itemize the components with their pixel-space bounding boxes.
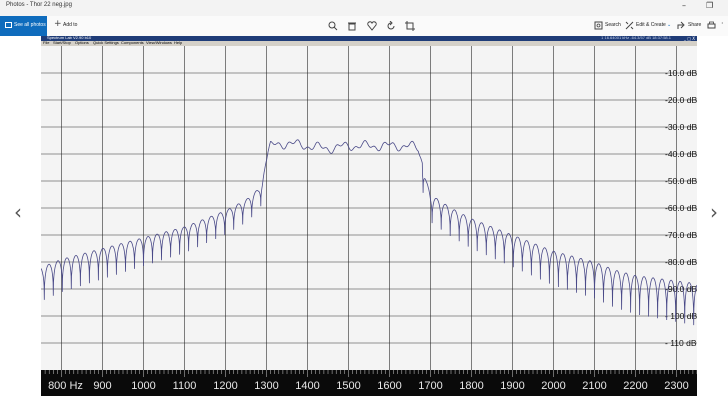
x-tick-label: 2300 (664, 380, 688, 392)
window-title: Photos - Thor 22 neg.jpg (6, 2, 72, 8)
menu-item-file: File (43, 40, 50, 45)
menu-item-view-windows: View/Windows (146, 40, 172, 45)
x-tick-label: 1100 (173, 380, 197, 392)
menu-item-quick-settings: Quick Settings (93, 40, 119, 45)
chevron-down-icon[interactable]: ⌄ (667, 22, 672, 28)
x-tick-label: 1200 (213, 380, 237, 392)
y-tick-label: -50.0 dB (665, 176, 697, 186)
x-tick-label: 1900 (500, 380, 524, 392)
x-tick-label: 1500 (336, 380, 360, 392)
x-tick-label: 1000 (131, 380, 155, 392)
spectrum-lab-title-bar: Spectrum Lab V2.90 b10 1 16.64001 kHz -6… (41, 35, 697, 41)
more-icon[interactable]: · (721, 19, 724, 28)
x-tick-label: 1400 (295, 380, 319, 392)
x-tick-label: 2100 (582, 380, 606, 392)
y-tick-label: - 100 dB (665, 311, 697, 321)
share-icon (677, 21, 685, 29)
x-tick-label: 2200 (623, 380, 647, 392)
y-tick-label: -10.0 dB (665, 68, 697, 78)
search-icon[interactable] (594, 21, 603, 30)
spectrum-chart: -10.0 dB -20.0 dB -30.0 dB -40.0 dB -50.0 dB… (41, 46, 697, 396)
add-to-button[interactable]: Add to (63, 22, 78, 28)
spectrum-trace (41, 139, 697, 326)
x-tick-label: 800 Hz (48, 380, 83, 392)
share-button[interactable]: Share (688, 22, 702, 28)
next-photo-button[interactable]: › (710, 200, 718, 224)
edit-create-icon (625, 21, 634, 30)
y-tick-label: -80.0 dB (665, 257, 697, 267)
x-tick-label: 1300 (254, 380, 278, 392)
photos-icon (5, 22, 12, 28)
y-tick-label: - 110 dB (665, 338, 697, 348)
spectrum-lab-window-buttons: _ □ X (683, 36, 695, 41)
menu-item-options: Options (75, 40, 89, 45)
y-tick-label: -40.0 dB (665, 149, 697, 159)
menu-item-start-stop: Start/Stop (53, 40, 71, 45)
spectrum-plot: -10.0 dB -20.0 dB -30.0 dB -40.0 dB -50.0 dB… (41, 46, 697, 396)
x-tick-label: 1800 (459, 380, 483, 392)
see-all-photos-label: See all photos (14, 22, 46, 28)
menu-item-help: Help (174, 40, 183, 45)
minimize-button[interactable]: – (682, 1, 686, 10)
y-tick-label: -20.0 dB (665, 95, 697, 105)
rotate-icon[interactable] (386, 21, 396, 31)
spectrum-lab-status: 1 16.64001 kHz -64.3/57 dB 18:37:58.1 (601, 35, 671, 40)
maximize-button[interactable]: ❐ (706, 1, 714, 10)
plus-icon[interactable]: + (54, 19, 62, 29)
y-tick-label: -30.0 dB (665, 122, 697, 132)
x-tick-label: 1600 (377, 380, 401, 392)
see-all-photos-button[interactable]: See all photos (0, 16, 47, 36)
zoom-icon[interactable] (328, 21, 338, 31)
edit-create-button[interactable]: Edit & Create (636, 22, 666, 28)
y-tick-label: -90.0 dB (665, 284, 697, 294)
print-icon[interactable] (707, 21, 716, 30)
photos-title-bar: Photos - Thor 22 neg.jpg – ❐ (0, 0, 728, 16)
y-tick-label: -60.0 dB (665, 203, 697, 213)
menu-item-components: Components (121, 40, 144, 45)
favorite-icon[interactable] (367, 21, 377, 31)
delete-icon[interactable] (347, 21, 357, 31)
y-tick-label: -70.0 dB (665, 230, 697, 240)
spectrum-lab-title: Spectrum Lab V2.90 b10 (47, 35, 92, 40)
photos-toolbar: See all photos + Add to Search Edit & Cr… (0, 16, 728, 36)
x-tick-label: 1700 (418, 380, 442, 392)
crop-icon[interactable] (405, 21, 415, 31)
x-tick-label: 900 (93, 380, 111, 392)
x-axis-bar (41, 370, 697, 396)
previous-photo-button[interactable]: ‹ (14, 200, 22, 224)
spectrum-lab-menu-bar: File Start/Stop Options Quick Settings C… (41, 40, 697, 46)
spectrum-lab-screenshot: Spectrum Lab V2.90 b10 1 16.64001 kHz -6… (41, 35, 697, 396)
x-tick-label: 2000 (541, 380, 565, 392)
search-button[interactable]: Search (605, 22, 621, 28)
